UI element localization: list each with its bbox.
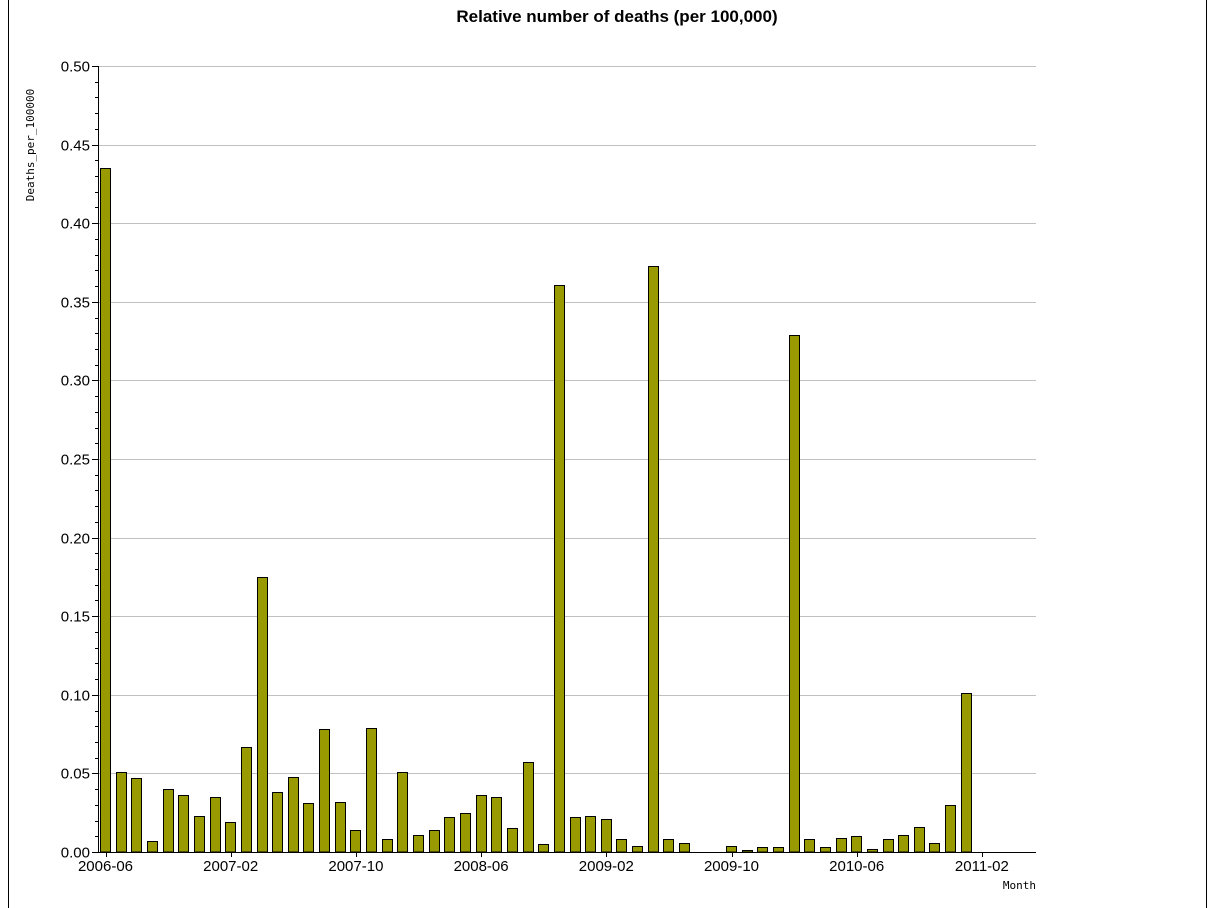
y-tick-label: 0.20 [61, 531, 90, 548]
y-tick-label: 0.40 [61, 216, 90, 233]
y-axis-label: Deaths_per_100000 [24, 89, 37, 202]
bar-2006-07 [116, 772, 127, 853]
bar-2008-06 [476, 795, 487, 853]
bar-2010-04 [820, 847, 831, 853]
bar-2007-10 [350, 830, 361, 853]
y-tick-label: 0.15 [61, 609, 90, 626]
bar-2009-03 [616, 839, 627, 853]
bar-2007-12 [382, 839, 393, 853]
y-tick-label: 0.50 [61, 59, 90, 76]
y-tick-label: 0.35 [61, 295, 90, 312]
x-tick-label: 2006-06 [78, 858, 133, 875]
y-axis-ticks: 0.00 0.05 0.10 0.15 0.20 0.25 0.30 0.35 0.40 0.45… [61, 59, 98, 862]
bar-2010-07 [867, 849, 878, 853]
bar-2006-08 [131, 778, 142, 853]
bar-2006-10 [163, 789, 174, 853]
bar-2010-06 [851, 836, 862, 853]
bar-2009-01 [585, 816, 596, 853]
x-tick-label: 2009-02 [579, 858, 634, 875]
bar-2007-06 [288, 777, 299, 853]
bar-2008-04 [444, 817, 455, 853]
bar-2010-02 [789, 335, 800, 853]
bar-2009-12 [757, 847, 768, 853]
bar-2009-11 [742, 850, 753, 853]
bar-2007-01 [210, 797, 221, 853]
y-tick-label: 0.45 [61, 138, 90, 155]
bar-2010-11 [929, 843, 940, 853]
bar-2008-09 [523, 762, 534, 853]
bar-2006-11 [178, 795, 189, 853]
x-tick-label: 2007-10 [328, 858, 383, 875]
bar-2008-02 [413, 835, 424, 853]
bar-2010-12 [945, 805, 956, 853]
x-tick-label: 2009-10 [704, 858, 759, 875]
bar-2009-05 [648, 266, 659, 853]
y-tick-label: 0.30 [61, 373, 90, 390]
bar-2008-12 [570, 817, 581, 853]
chart-title: Relative number of deaths (per 100,000) [456, 7, 777, 26]
x-tick-label: 2008-06 [454, 858, 509, 875]
bar-2009-07 [679, 843, 690, 853]
bar-2008-01 [397, 772, 408, 853]
bar-2007-09 [335, 802, 346, 853]
bar-2010-10 [914, 827, 925, 853]
bar-2007-08 [319, 729, 330, 853]
bar-2008-03 [429, 830, 440, 853]
bar-2009-02 [601, 819, 612, 853]
bar-2006-09 [147, 841, 158, 853]
bar-2007-05 [272, 792, 283, 853]
x-axis-label: Month [1003, 879, 1036, 892]
bar-2007-04 [257, 577, 268, 853]
bar-2008-10 [538, 844, 549, 853]
bar-2010-03 [804, 839, 815, 853]
bar-2009-06 [663, 839, 674, 853]
bar-2006-12 [194, 816, 205, 853]
bar-2008-05 [460, 813, 471, 853]
bar-2010-09 [898, 835, 909, 853]
bar-2007-03 [241, 747, 252, 853]
gridlines [98, 66, 1036, 774]
bar-2010-01 [773, 847, 784, 853]
y-tick-label: 0.00 [61, 845, 90, 862]
bar-2009-10 [726, 846, 737, 853]
x-tick-label: 2011-02 [955, 858, 1009, 875]
y-tick-label: 0.25 [61, 452, 90, 469]
bar-2007-11 [366, 728, 377, 853]
bar-2011-01 [961, 693, 972, 853]
bar-2008-07 [491, 797, 502, 853]
bar-2008-11 [554, 285, 565, 853]
bar-2009-04 [632, 846, 643, 853]
bar-2010-05 [836, 838, 847, 853]
x-tick-label: 2007-02 [203, 858, 258, 875]
y-tick-label: 0.05 [61, 766, 90, 783]
bar-2007-07 [303, 803, 314, 853]
bar-2006-06 [100, 168, 111, 853]
bars [100, 168, 972, 853]
bar-2008-08 [507, 828, 518, 853]
bar-2010-08 [883, 839, 894, 853]
x-axis-ticks: 2006-06 2007-02 2007-10 2008-06 2009-02 2009-… [78, 852, 1009, 875]
bar-2007-02 [225, 822, 236, 853]
y-tick-label: 0.10 [61, 688, 90, 705]
x-tick-label: 2010-06 [829, 858, 884, 875]
